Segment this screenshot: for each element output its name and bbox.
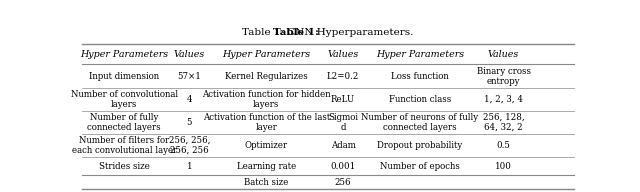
Text: 256, 256,
256, 256: 256, 256, 256, 256: [168, 136, 210, 155]
Text: Hyper Parameters: Hyper Parameters: [376, 50, 464, 59]
Text: 0.001: 0.001: [330, 162, 356, 170]
Text: Hyper Parameters: Hyper Parameters: [222, 50, 310, 59]
Text: 256, 128,
64, 32, 2: 256, 128, 64, 32, 2: [483, 113, 524, 132]
Text: 4: 4: [187, 95, 192, 104]
Text: Loss function: Loss function: [391, 72, 449, 81]
Text: 1: 1: [186, 162, 192, 170]
Text: Number of neurons of fully
connected layers: Number of neurons of fully connected lay…: [362, 113, 479, 132]
Text: Binary cross
entropy: Binary cross entropy: [477, 67, 531, 86]
Text: Number of epochs: Number of epochs: [380, 162, 460, 170]
Text: Number of convolutional
layers: Number of convolutional layers: [70, 90, 178, 109]
Text: Strides size: Strides size: [99, 162, 150, 170]
Text: Values: Values: [328, 50, 359, 59]
Text: Kernel Regularizes: Kernel Regularizes: [225, 72, 308, 81]
Text: L2=0.2: L2=0.2: [327, 72, 359, 81]
Text: Input dimension: Input dimension: [89, 72, 159, 81]
Text: Table 1: CNN Hyperparameters.: Table 1: CNN Hyperparameters.: [243, 28, 413, 37]
Text: Learning rate: Learning rate: [237, 162, 296, 170]
Text: Function class: Function class: [389, 95, 451, 104]
Text: 5: 5: [187, 118, 192, 127]
Text: 0.5: 0.5: [497, 141, 511, 150]
Text: Activation function of the last
layer: Activation function of the last layer: [203, 113, 330, 132]
Text: Values: Values: [488, 50, 519, 59]
Text: 1, 2, 3, 4: 1, 2, 3, 4: [484, 95, 523, 104]
Text: Dropout probability: Dropout probability: [378, 141, 463, 150]
Text: Number of filters for
each convolutional layer: Number of filters for each convolutional…: [72, 136, 177, 155]
Text: ReLU: ReLU: [331, 95, 355, 104]
Text: Activation function for hidden
layers: Activation function for hidden layers: [202, 90, 331, 109]
Text: Hyper Parameters: Hyper Parameters: [80, 50, 168, 59]
Text: Adam: Adam: [331, 141, 356, 150]
Text: Values: Values: [173, 50, 205, 59]
Text: Sigmoi
d: Sigmoi d: [328, 113, 358, 132]
Text: 256: 256: [335, 178, 351, 187]
Text: Number of fully
connected layers: Number of fully connected layers: [87, 113, 161, 132]
Text: 100: 100: [495, 162, 512, 170]
Text: Optimizer: Optimizer: [244, 141, 288, 150]
Text: Table 1:: Table 1:: [273, 28, 319, 37]
Text: Batch size: Batch size: [244, 178, 289, 187]
Text: 57×1: 57×1: [177, 72, 202, 81]
